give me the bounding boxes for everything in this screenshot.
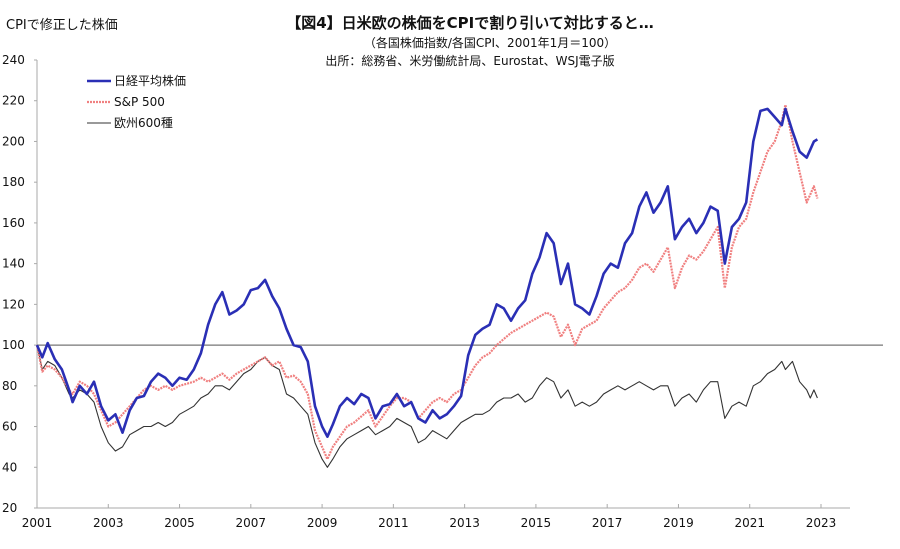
y-tick-label: 200: [2, 134, 25, 148]
y-tick-label: 120: [2, 297, 25, 311]
x-tick-label: 2017: [592, 516, 623, 530]
series-line-2: [36, 344, 818, 468]
y-tick-label: 20: [2, 501, 17, 515]
y-tick-label: 60: [2, 420, 17, 434]
y-tick-label: 80: [2, 379, 17, 393]
x-tick-label: 2019: [663, 516, 694, 530]
chart-title: 【図4】日米欧の株価をCPIで割り引いて対比すると…: [286, 14, 654, 32]
y-tick-label: 40: [2, 460, 17, 474]
y-tick-label: 160: [2, 216, 25, 230]
legend: 日経平均株価 S&P 500 欧州600種: [87, 73, 186, 130]
x-tick-label: 2023: [806, 516, 837, 530]
legend-label: 日経平均株価: [114, 73, 186, 88]
y-tick-label: 100: [2, 338, 25, 352]
axes: 20 40 60 80 100 120 140 160 180 200 220 240 2001 2003…: [2, 53, 883, 530]
series-lines: [35, 103, 819, 468]
x-tick-label: 2009: [307, 516, 338, 530]
x-tick-label: 2013: [449, 516, 480, 530]
x-tick-label: 2001: [22, 516, 53, 530]
y-tick-label: 180: [2, 175, 25, 189]
legend-label: 欧州600種: [114, 116, 173, 130]
x-tick-label: 2011: [378, 516, 409, 530]
legend-label: S&P 500: [114, 95, 165, 109]
y-tick-label: 220: [2, 94, 25, 108]
x-tick-label: 2015: [521, 516, 552, 530]
y-tick-label: 140: [2, 257, 25, 271]
x-tick-label: 2003: [93, 516, 124, 530]
x-tick-label: 2005: [164, 516, 195, 530]
series-line-0: [35, 107, 819, 438]
x-tick-label: 2007: [236, 516, 267, 530]
y-axis-title: CPIで修正した株価: [6, 18, 118, 33]
chart-source: 出所：総務省、米労働統計局、Eurostat、WSJ電子版: [325, 54, 615, 68]
x-tick-label: 2021: [734, 516, 765, 530]
series-line-1: [35, 103, 819, 461]
y-tick-label: 240: [2, 53, 25, 67]
chart-subtitle: （各国株価指数/各国CPI、2001年1月＝100）: [363, 36, 617, 50]
